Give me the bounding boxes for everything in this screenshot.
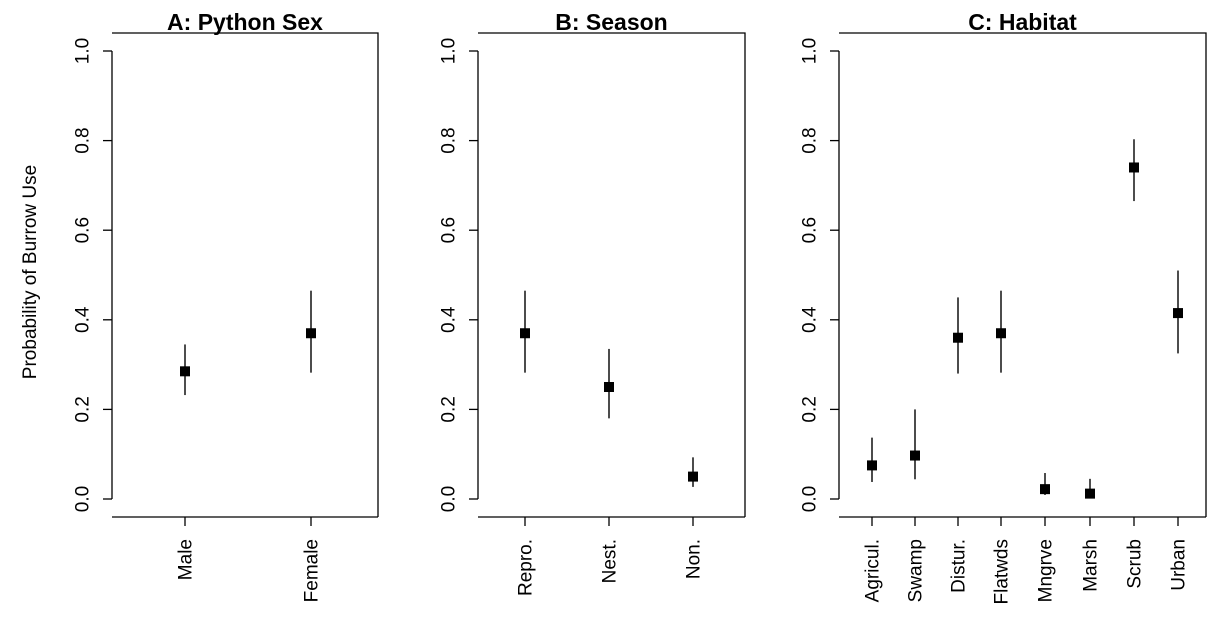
panel-c-point xyxy=(1040,484,1050,495)
panel-c-point xyxy=(910,450,920,461)
panel-b-point xyxy=(604,382,614,392)
panel-c-y-tick-label: 0.0 xyxy=(800,486,821,512)
panel-c-y-tick-label: 0.8 xyxy=(800,127,821,153)
panel-c-x-tick-label: Urban xyxy=(1169,539,1190,591)
panel-b-y-tick-label: 0.2 xyxy=(439,396,460,422)
panel-b-y-tick-label: 0.4 xyxy=(439,306,460,333)
panel-c-y-tick-label: 0.2 xyxy=(800,396,821,422)
panel-b-title: B: Season xyxy=(555,9,667,35)
panel-a-y-tick-label: 0.2 xyxy=(73,396,94,422)
panel-a-point xyxy=(180,366,190,377)
panel-b-y-tick-label: 0.6 xyxy=(439,217,460,243)
panel-a-x-tick-label: Male xyxy=(176,539,197,580)
panel-c-y-tick-label: 0.6 xyxy=(800,217,821,243)
panel-a-frame xyxy=(112,32,379,517)
panel-a-x-tick-label: Female xyxy=(302,539,323,602)
panel-a-y-tick-label: 0.6 xyxy=(73,217,94,243)
panel-c-y-tick-label: 1.0 xyxy=(800,38,821,64)
panel-a-y-tick-label: 0.4 xyxy=(73,306,94,333)
panel-b-point xyxy=(688,471,698,482)
panel-b-frame xyxy=(478,32,746,517)
panel-b-x-tick-label: Non. xyxy=(684,539,705,579)
panel-b-point xyxy=(520,328,530,339)
panel-c-point xyxy=(953,332,963,343)
panel-b-y-tick-label: 0.0 xyxy=(439,486,460,512)
panel-c-point xyxy=(1129,162,1139,173)
panel-c-frame xyxy=(839,32,1207,517)
y-axis-title: Probability of Burrow Use xyxy=(20,165,41,379)
panel-c-x-tick-label: Swamp xyxy=(906,539,927,602)
panel-c-x-tick-label: Agricul. xyxy=(863,539,884,602)
panel-c-x-tick-label: Scrub xyxy=(1125,539,1146,589)
panel-a-title: A: Python Sex xyxy=(167,9,323,35)
panel-b-y-tick-label: 0.8 xyxy=(439,127,460,153)
panel-c-x-tick-label: Distur. xyxy=(949,539,970,593)
panel-a-y-tick-label: 0.8 xyxy=(73,127,94,153)
panel-c-point xyxy=(1085,488,1095,499)
panel-c-x-tick-label: Mngrve xyxy=(1036,539,1057,602)
panel-c-point xyxy=(867,460,877,471)
panel-c-x-tick-label: Marsh xyxy=(1081,539,1102,592)
panel-c-x-tick-label: Flatwds xyxy=(992,539,1013,604)
panel-a-point xyxy=(306,328,316,339)
panel-b-x-tick-label: Repro. xyxy=(516,539,537,596)
panel-a-y-tick-label: 1.0 xyxy=(73,38,94,64)
panel-c-point xyxy=(996,328,1006,339)
panel-b-y-tick-label: 1.0 xyxy=(439,38,460,64)
panel-b-x-tick-label: Nest. xyxy=(600,539,621,583)
panel-c-title: C: Habitat xyxy=(968,9,1077,35)
panel-a-y-tick-label: 0.0 xyxy=(73,486,94,512)
panel-c-y-tick-label: 0.4 xyxy=(800,306,821,333)
panel-c-point xyxy=(1173,308,1183,319)
